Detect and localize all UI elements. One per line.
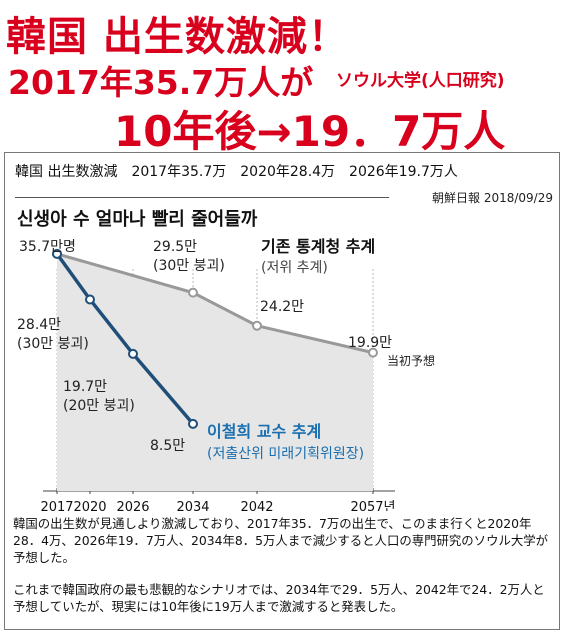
- chart-title: 신생아 수 얼마나 빨리 줄어들까: [17, 209, 258, 230]
- area-fill: [57, 253, 373, 491]
- data-point: [85, 294, 95, 305]
- headline-line-2: 2017年35.7万人が: [8, 63, 314, 102]
- headline-line-1: 韓国 出生数激減！: [6, 14, 349, 60]
- series-line-2: [55, 252, 195, 426]
- data-point: [128, 348, 138, 359]
- divider: [15, 197, 389, 198]
- series-subtitle-2: (저출산위 미래기획위원장): [207, 446, 364, 462]
- credit: 朝鮮日報 2018/09/29: [432, 191, 553, 205]
- x-tick-label: 2042: [240, 500, 273, 511]
- headline-source: ソウル大学(人口研究): [336, 71, 505, 91]
- line-chart: 2017 2020 2026 2034 2042 2057년 35.7만명 29.5만 (30…: [17, 237, 435, 511]
- summary-line: 韓国 出生数激減 2017年35.7万 2020年28.4万 2026年19.7…: [15, 164, 458, 180]
- data-label: 29.5만 (30만 붕괴): [153, 239, 225, 274]
- series-subtitle-1: (저위 추계): [261, 260, 328, 276]
- data-point: [252, 320, 262, 331]
- series-name-2: 이철희 교수 추계: [207, 422, 321, 441]
- series-line-1: [56, 252, 374, 355]
- data-point: [188, 287, 198, 298]
- data-point: [188, 418, 198, 429]
- data-label: 8.5만: [150, 438, 185, 454]
- chart-panel: 韓国 出生数激減 2017年35.7万 2020年28.4万 2026年19.7…: [4, 152, 560, 630]
- x-tick-label: 2020: [73, 500, 106, 511]
- data-label: 28.4만 (30만 붕괴): [17, 317, 89, 352]
- data-label: 35.7만명: [19, 239, 76, 255]
- x-tick-label: 2026: [116, 500, 149, 511]
- series-name-1: 기존 통계청 추계: [261, 237, 375, 256]
- x-tick-label: 2057년: [350, 500, 395, 511]
- note-paragraph-2: これまで韓国政府の最も悲観的なシナリオでは、2034年で29．5万人、2042年…: [13, 582, 545, 614]
- headline: 韓国 出生数激減！ 2017年35.7万人が ソウル大学(人口研究) 10年後→…: [0, 0, 564, 156]
- data-point: [52, 248, 62, 259]
- data-label: 19.9만: [348, 335, 392, 351]
- x-tick-label: 2017: [40, 500, 73, 511]
- data-point: [368, 347, 378, 358]
- end-note: 当初予想: [387, 353, 435, 368]
- headline-line-3: 10年後→19．7万人: [114, 107, 506, 156]
- data-label: 19.7만 (20만 붕괴): [63, 379, 135, 414]
- note-paragraph-1: 韓国の出生数が見通しより激減しており、2017年35．7万の出生で、このまま行く…: [13, 516, 549, 565]
- x-tick-label: 2034: [176, 500, 209, 511]
- data-label: 24.2만: [260, 299, 304, 315]
